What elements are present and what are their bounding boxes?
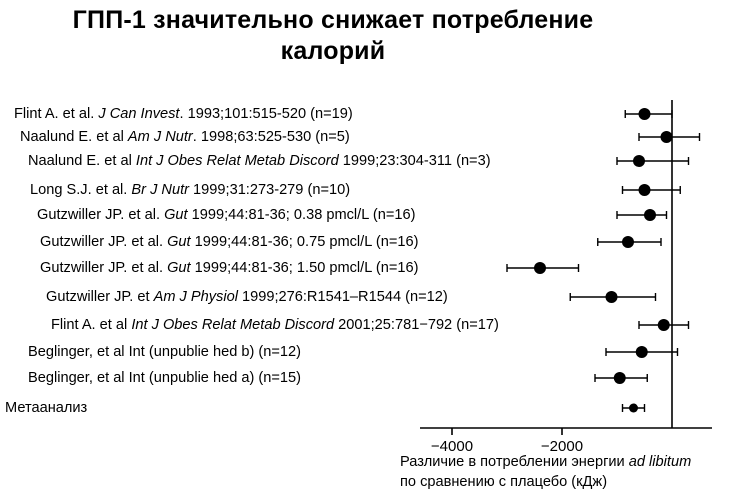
label-text: 1999;23:304-311 (n=3) [338, 153, 491, 169]
point-estimate [534, 262, 546, 274]
study-label: Beglinger, et al Int (unpublie hed b) (n… [28, 343, 301, 361]
label-text: Различие в потреблении энергии [400, 454, 629, 470]
point-estimate [622, 236, 634, 248]
point-estimate [605, 291, 618, 303]
label-text: Gutzwiller JP. et al. [40, 234, 168, 250]
study-label: Gutzwiller JP. et Am J Physiol 1999;276:… [46, 288, 448, 306]
point-estimate [635, 346, 648, 358]
study-label: Gutzwiller JP. et al. Gut 1999;44:81-36;… [40, 259, 418, 277]
label-text: 1999;44:81-36; 1.50 pmcl/L (n=16) [190, 260, 419, 276]
journal-name: Gut [164, 207, 188, 223]
point-estimate [638, 184, 651, 196]
label-text: . 1998;63:525-530 (n=5) [192, 129, 350, 145]
point-estimate [644, 209, 656, 221]
study-label: Naalund E. et al Int J Obes Relat Metab … [28, 152, 491, 170]
study-label: Beglinger, et al Int (unpublie hed a) (n… [28, 369, 301, 387]
label-text: Flint A. et al. [14, 106, 99, 122]
study-label: Naalund E. et al Am J Nutr. 1998;63:525-… [20, 128, 350, 146]
chart-title: ГПП-1 значительно снижает потребление ка… [72, 6, 594, 65]
journal-name: Am J Physiol [153, 289, 238, 305]
label-text: Beglinger, et al Int (unpublie hed a) (n… [28, 370, 302, 386]
label-text: . 1993;101:515-520 (n=19) [179, 106, 353, 122]
x-axis-tick-label: −4000 [431, 438, 473, 455]
journal-name: Int J Obes Relat Metab Discord [131, 317, 335, 333]
study-label: Flint A. et al. J Can Invest. 1993;101:5… [14, 105, 353, 123]
ad-libitum-italic: ad libitum [628, 454, 692, 470]
meta-analysis-label: Метаанализ [5, 399, 87, 417]
label-text: Naalund E. et al [28, 153, 136, 169]
label-text: 1999;44:81-36; 0.38 pmcl/L (n=16) [187, 207, 416, 223]
label-text: 1999;276:R1541–R1544 (n=12) [237, 289, 448, 305]
journal-name: Gut [167, 260, 191, 276]
label-text: 1999;31:273-279 (n=10) [189, 182, 351, 198]
study-label: Long S.J. et al. Br J Nutr 1999;31:273-2… [30, 181, 350, 199]
point-estimate [633, 155, 645, 167]
study-label: Gutzwiller JP. et al. Gut 1999;44:81-36;… [37, 206, 415, 224]
label-text: Gutzwiller JP. et [46, 289, 154, 305]
journal-name: Int J Obes Relat Metab Discord [135, 153, 339, 169]
label-text: Gutzwiller JP. et al. [37, 207, 165, 223]
study-label: Gutzwiller JP. et al. Gut 1999;44:81-36;… [40, 233, 418, 251]
point-estimate [613, 372, 626, 384]
study-label: Flint A. et al Int J Obes Relat Metab Di… [51, 316, 499, 334]
x-axis-tick-label: −2000 [541, 438, 583, 455]
point-estimate [657, 319, 670, 331]
x-axis-title-line2: по сравнению с плацебо (кДж) [400, 474, 608, 490]
label-text: Long S.J. et al. [30, 182, 132, 198]
x-axis-title-line1: Различие в потреблении энергии ad libitu… [400, 452, 691, 472]
label-text: 2001;25:781−792 (n=17) [334, 317, 499, 333]
meta-point-estimate [629, 403, 638, 413]
label-text: Beglinger, et al Int (unpublie hed b) (n… [28, 344, 302, 360]
label-text: Flint A. et al [51, 317, 132, 333]
label-text: Naalund E. et al [20, 129, 128, 145]
journal-name: Br J Nutr [131, 182, 189, 198]
point-estimate [660, 131, 673, 143]
journal-name: Gut [167, 234, 191, 250]
point-estimate [638, 108, 651, 120]
label-text: 1999;44:81-36; 0.75 pmcl/L (n=16) [190, 234, 419, 250]
journal-name: J Can Invest [98, 106, 180, 122]
label-text: Метаанализ [5, 400, 88, 416]
label-text: Gutzwiller JP. et al. [40, 260, 168, 276]
journal-name: Am J Nutr [127, 129, 193, 145]
x-axis-title: Различие в потреблении энергии ad libitu… [400, 452, 691, 492]
